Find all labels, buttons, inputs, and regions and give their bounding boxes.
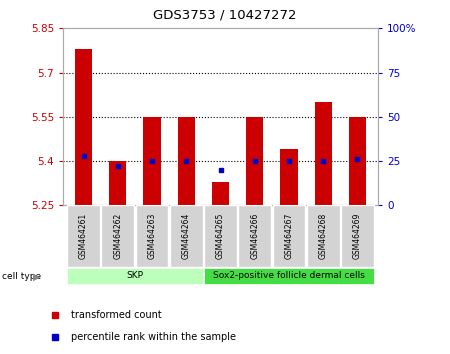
Text: ▶: ▶ [33,272,40,282]
Text: GSM464263: GSM464263 [148,213,157,259]
Bar [135,205,168,267]
Text: SKP: SKP [126,271,144,280]
Bar [238,205,271,267]
Text: GSM464264: GSM464264 [182,213,191,259]
Bar [315,102,332,205]
Bar [204,268,374,284]
Bar [178,117,195,205]
Text: GSM464269: GSM464269 [353,213,362,259]
Bar [170,205,202,267]
Bar [280,149,297,205]
Bar [349,117,366,205]
Text: cell type: cell type [2,272,41,281]
Text: GSM464261: GSM464261 [79,213,88,259]
Bar [246,117,263,205]
Text: GDS3753 / 10427272: GDS3753 / 10427272 [153,9,297,22]
Bar [67,268,202,284]
Bar [109,161,126,205]
Bar [144,117,161,205]
Text: GSM464265: GSM464265 [216,213,225,259]
Bar [67,205,100,267]
Bar [307,205,340,267]
Bar [75,49,92,205]
Bar [273,205,306,267]
Text: Sox2-positive follicle dermal cells: Sox2-positive follicle dermal cells [213,271,365,280]
Bar [101,205,134,267]
Bar [212,182,229,205]
Text: GSM464268: GSM464268 [319,213,328,259]
Bar [341,205,374,267]
Bar [204,205,237,267]
Text: percentile rank within the sample: percentile rank within the sample [71,332,236,342]
Text: GSM464262: GSM464262 [113,213,122,259]
Text: GSM464266: GSM464266 [250,213,259,259]
Text: transformed count: transformed count [71,310,162,320]
Text: GSM464267: GSM464267 [284,213,293,259]
